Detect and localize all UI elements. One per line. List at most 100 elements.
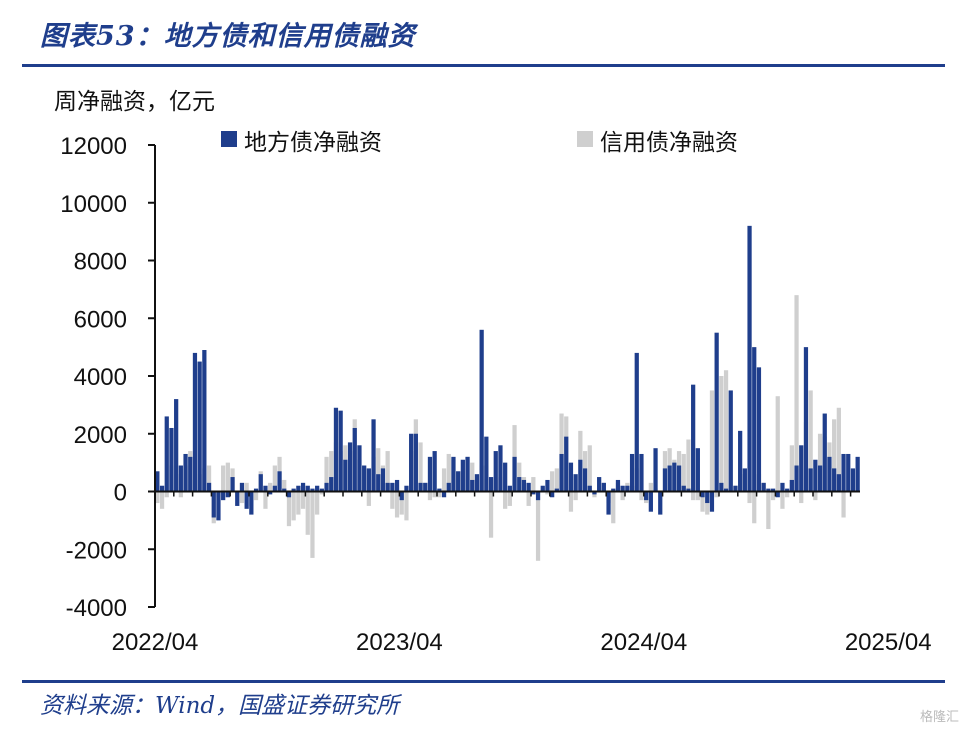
local-bar <box>319 488 324 492</box>
local-bar <box>174 399 179 492</box>
source-note: 资料来源：Wind，国盛证券研究所 <box>40 693 400 719</box>
local-bar <box>286 491 292 498</box>
local-bar <box>813 459 818 492</box>
local-bar <box>766 488 771 492</box>
local-bar <box>850 468 856 492</box>
legend-swatch-credit <box>577 131 593 147</box>
local-bar <box>639 453 644 492</box>
local-bar <box>615 479 621 492</box>
credit-bar <box>723 370 729 492</box>
credit-bar <box>300 491 306 509</box>
local-bar <box>371 419 376 492</box>
credit-bar <box>785 491 790 498</box>
local-bar <box>691 384 696 492</box>
credit-bar <box>620 491 625 501</box>
y-tick-label: 4000 <box>74 364 127 391</box>
credit-bar <box>766 491 771 530</box>
local-bar <box>582 468 588 492</box>
credit-bar <box>441 468 447 492</box>
local-bar <box>418 482 423 492</box>
y-tick-label: 10000 <box>60 191 127 218</box>
credit-bar <box>700 491 705 512</box>
credit-bar <box>507 491 512 506</box>
credit-bar <box>573 491 578 501</box>
credit-bar <box>470 462 475 492</box>
local-bar <box>606 491 611 515</box>
credit-bar <box>206 465 212 492</box>
local-bar <box>799 445 804 492</box>
credit-bar <box>747 491 752 504</box>
y-tick-label: -2000 <box>66 537 127 564</box>
credit-bar <box>531 477 536 492</box>
local-bar <box>531 491 536 495</box>
local-bar <box>629 453 635 492</box>
credit-bar <box>394 491 400 518</box>
local-bar <box>662 468 668 492</box>
local-bar <box>752 347 757 492</box>
credit-bar <box>291 491 296 521</box>
local-bar <box>855 456 860 492</box>
local-bar <box>742 468 747 492</box>
local-bar <box>808 468 813 492</box>
credit-bar <box>385 451 390 492</box>
y-tick-label: 6000 <box>74 306 127 333</box>
local-bar <box>554 488 559 492</box>
local-bar <box>300 482 306 492</box>
local-bar <box>695 448 700 492</box>
x-tick-label: 2025/04 <box>845 629 932 656</box>
local-bar <box>517 477 522 492</box>
credit-bar <box>695 491 700 501</box>
local-bar <box>592 491 597 495</box>
local-bar <box>756 367 762 492</box>
credit-bar <box>159 491 165 509</box>
legend: 地方债净融资 信用债净融资 <box>221 130 738 156</box>
local-bar <box>775 491 780 498</box>
footer-rule <box>22 680 945 683</box>
credit-bar <box>286 491 292 527</box>
local-bar <box>272 485 277 492</box>
credit-bar <box>648 482 653 492</box>
credit-bar <box>789 445 794 492</box>
credit-bar <box>315 491 320 515</box>
local-bar <box>385 482 390 492</box>
local-bar <box>540 485 545 492</box>
credit-bar <box>432 491 437 498</box>
credit-bar <box>282 479 287 492</box>
local-bar <box>244 491 249 509</box>
local-bar <box>437 488 442 492</box>
credit-bar <box>794 295 799 492</box>
x-tick-label: 2024/04 <box>600 629 687 656</box>
credit-bar <box>366 491 371 506</box>
local-bar <box>230 477 235 492</box>
y-axis-label: 周净融资，亿元 <box>54 89 215 115</box>
local-bar <box>211 491 216 518</box>
local-bar <box>503 462 508 492</box>
local-bar <box>390 482 395 492</box>
local-bar <box>653 448 658 492</box>
local-bar <box>714 332 719 492</box>
local-bar <box>258 474 263 492</box>
credit-bar <box>775 396 780 492</box>
local-bar <box>681 485 686 492</box>
local-bar <box>155 471 160 492</box>
x-tick-label: 2022/04 <box>112 629 199 656</box>
local-bar <box>728 390 733 492</box>
credit-bar <box>221 465 226 492</box>
local-bar <box>441 491 447 498</box>
local-bar <box>578 459 583 492</box>
local-bar <box>733 485 738 492</box>
local-bar <box>451 456 456 492</box>
y-tick-label: 0 <box>114 480 127 507</box>
local-bar <box>836 474 841 492</box>
credit-bar <box>178 491 183 498</box>
local-bar <box>409 433 414 492</box>
bar-layer <box>155 225 860 561</box>
y-tick-label: -4000 <box>66 595 127 622</box>
local-bar <box>747 225 752 492</box>
local-bar <box>470 479 475 492</box>
credit-bar <box>681 453 686 492</box>
local-bar <box>573 474 578 492</box>
credit-bar <box>550 471 555 492</box>
local-bar <box>620 485 625 492</box>
